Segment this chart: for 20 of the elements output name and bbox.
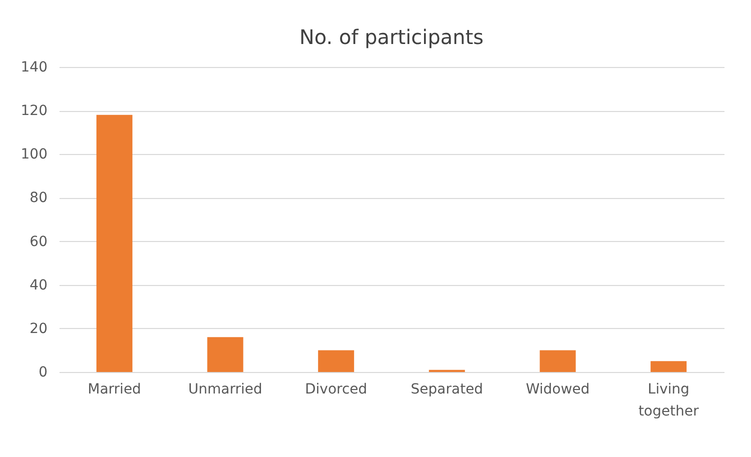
y-tick-label: 100 bbox=[20, 146, 48, 163]
chart-title: No. of participants bbox=[299, 25, 484, 49]
x-tick-label: Widowed bbox=[526, 382, 590, 398]
y-tick-label: 140 bbox=[20, 60, 48, 76]
y-tick-label: 40 bbox=[30, 277, 48, 294]
x-tick-label: Unmarried bbox=[188, 382, 262, 398]
bar bbox=[318, 350, 354, 372]
y-tick-label: 0 bbox=[38, 364, 48, 380]
x-tick-label: Separated bbox=[410, 382, 484, 398]
y-tick-label: 120 bbox=[20, 103, 48, 120]
y-tick-label: 80 bbox=[30, 190, 48, 206]
bar bbox=[96, 114, 132, 372]
x-tick-label: Divorced bbox=[304, 382, 368, 398]
x-tick-label: Living together bbox=[638, 382, 699, 420]
y-tick-label: 60 bbox=[30, 234, 48, 250]
bar bbox=[650, 361, 687, 372]
x-tick-label: Married bbox=[88, 382, 142, 398]
bar bbox=[207, 337, 244, 372]
y-tick-label: 20 bbox=[30, 320, 48, 337]
bar bbox=[540, 350, 576, 372]
